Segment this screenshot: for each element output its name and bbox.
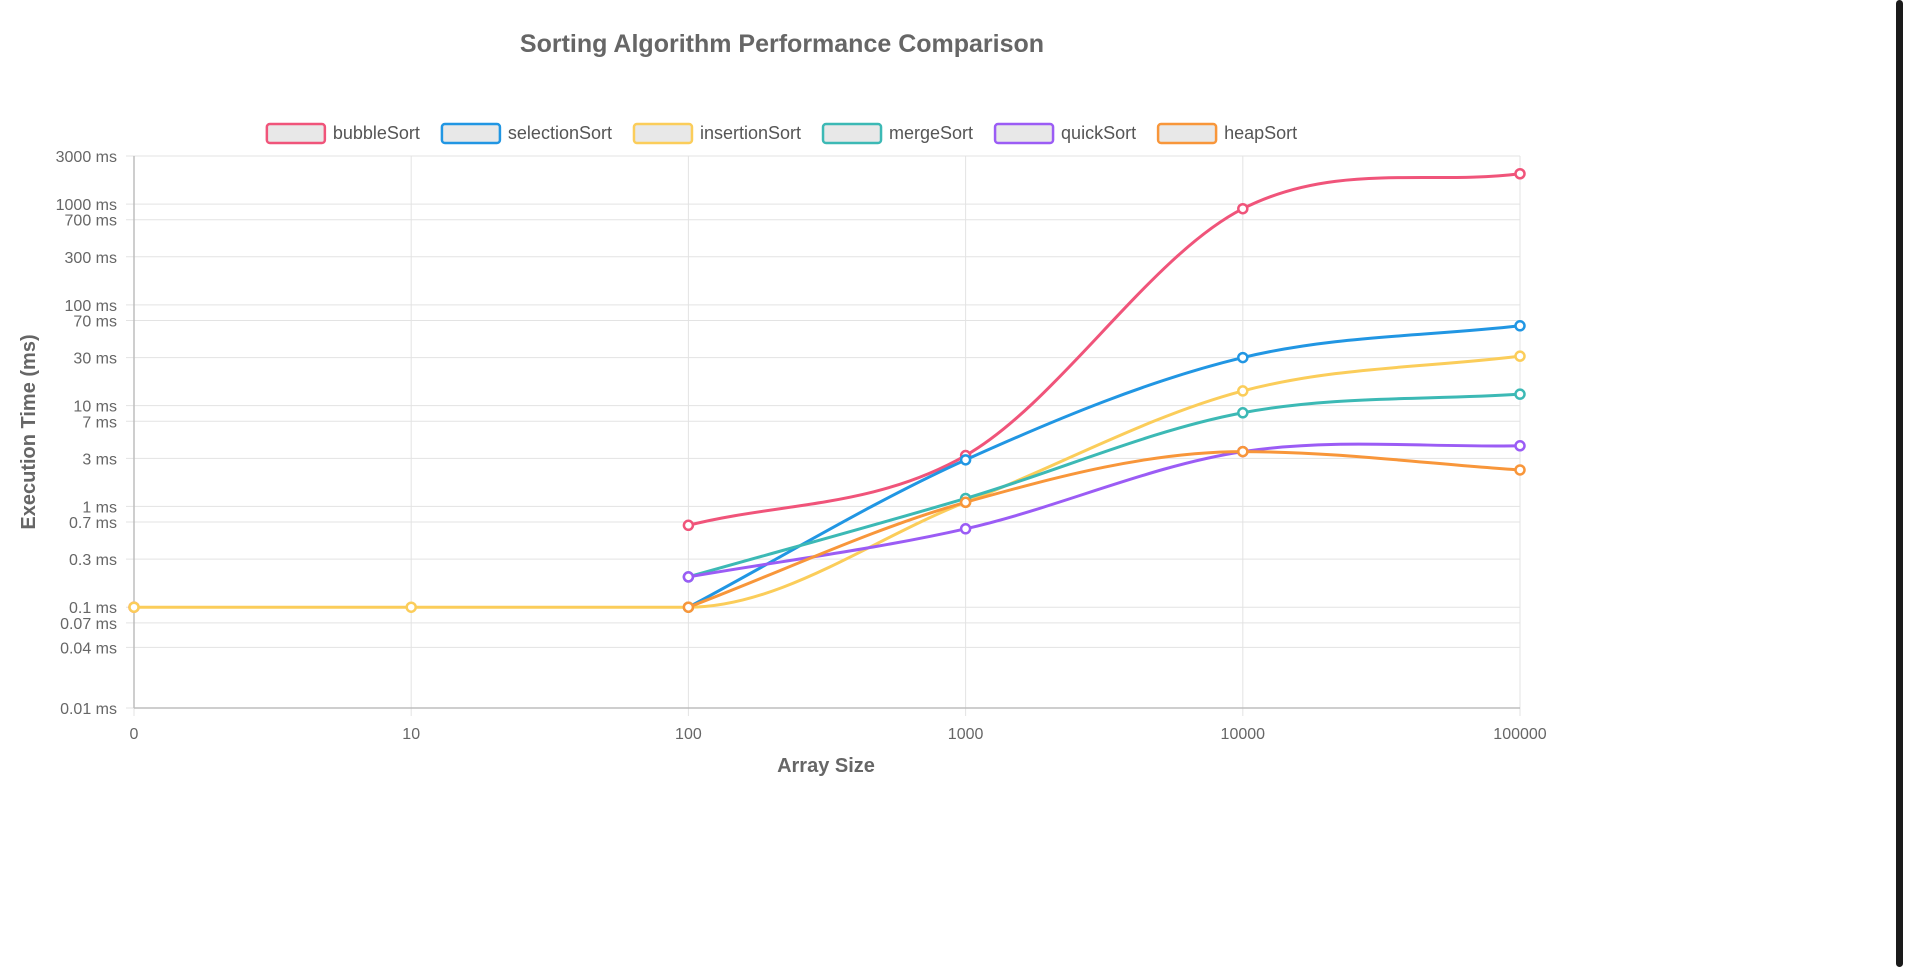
- legend-swatch: [440, 122, 502, 145]
- y-tick-label: 3 ms: [82, 451, 117, 468]
- x-tick-label: 0: [130, 726, 139, 743]
- x-tick-label: 100: [675, 726, 702, 743]
- legend-swatch: [993, 122, 1055, 145]
- data-point: [1514, 440, 1526, 452]
- series-line: [688, 442, 1521, 579]
- y-tick-label: 0.01 ms: [60, 701, 117, 718]
- x-tick-label: 10: [402, 726, 420, 743]
- y-tick-label: 0.04 ms: [60, 640, 117, 657]
- legend: bubbleSort selectionSort insertionSort merg…: [265, 122, 1297, 145]
- data-point: [405, 601, 417, 613]
- legend-swatch: [632, 122, 694, 145]
- y-tick-label: 3000 ms: [56, 149, 117, 166]
- x-tick-label: 100000: [1493, 726, 1546, 743]
- y-tick-label: 300 ms: [65, 250, 117, 267]
- series-line: [134, 354, 1521, 609]
- x-axis-tick-labels: 0 10 100 1000 10000 100000: [130, 726, 1547, 743]
- data-point: [1514, 464, 1526, 476]
- series-line: [688, 172, 1521, 527]
- scrollbar-thumb[interactable]: [1896, 0, 1903, 967]
- data-point: [1514, 320, 1526, 332]
- y-tick-label: 10 ms: [73, 399, 117, 416]
- y-tick-label: 1 ms: [82, 499, 117, 516]
- y-tick-label: 70 ms: [73, 313, 117, 330]
- data-point: [1237, 202, 1249, 215]
- series-quickSort: [682, 440, 1526, 583]
- x-tick-label: 10000: [1221, 726, 1266, 743]
- legend-label: mergeSort: [889, 123, 973, 143]
- y-axis-tick-labels: 0.01 ms0.04 ms0.07 ms0.1 ms0.3 ms0.7 ms1…: [56, 149, 117, 718]
- chart-title: Sorting Algorithm Performance Comparison: [520, 30, 1044, 58]
- y-tick-label: 100 ms: [65, 298, 117, 315]
- data-point: [682, 519, 695, 532]
- y-tick-label: 0.7 ms: [69, 515, 117, 532]
- y-tick-label: 0.3 ms: [69, 552, 117, 569]
- y-gridlines: [126, 155, 1520, 709]
- data-point: [1514, 388, 1526, 400]
- legend-item: selectionSort: [440, 122, 612, 145]
- data-point: [1237, 445, 1249, 458]
- x-axis-label: Array Size: [777, 755, 875, 777]
- data-point: [1237, 351, 1249, 364]
- y-axis-label: Execution Time (ms): [18, 334, 40, 529]
- series-line: [687, 450, 1521, 609]
- series-heapSort: [682, 445, 1526, 613]
- data-point: [959, 496, 972, 509]
- y-tick-label: 0.07 ms: [60, 616, 117, 633]
- data-point: [1237, 407, 1249, 419]
- legend-item: quickSort: [993, 122, 1136, 145]
- legend-swatch: [821, 122, 883, 145]
- x-gridlines: [133, 156, 1521, 716]
- x-tick-label: 1000: [948, 726, 984, 743]
- data-point: [682, 571, 695, 583]
- legend-label: heapSort: [1224, 123, 1297, 143]
- data-point: [959, 523, 972, 535]
- y-tick-label: 1000 ms: [56, 197, 117, 214]
- data-point: [682, 601, 695, 613]
- chart: Sorting Algorithm Performance Comparison…: [18, 30, 1547, 777]
- y-tick-label: 700 ms: [65, 213, 117, 230]
- series-line: [687, 324, 1521, 609]
- data-point: [959, 454, 972, 466]
- chart-svg: Sorting Algorithm Performance Comparison…: [18, 30, 1547, 777]
- series-line: [687, 392, 1521, 579]
- data-point: [1514, 167, 1526, 180]
- legend-label: selectionSort: [508, 123, 612, 143]
- y-tick-label: 7 ms: [82, 414, 117, 431]
- series-layer: [128, 167, 1526, 613]
- data-point: [1237, 385, 1249, 397]
- series-insertionSort: [128, 350, 1526, 613]
- y-tick-label: 0.1 ms: [69, 600, 117, 617]
- legend-swatch: [1156, 122, 1218, 145]
- series-bubbleSort: [128, 167, 1526, 613]
- legend-item: bubbleSort: [265, 122, 420, 145]
- series-mergeSort: [682, 388, 1526, 583]
- legend-label: bubbleSort: [333, 123, 420, 143]
- legend-item: heapSort: [1156, 122, 1297, 145]
- data-point: [1514, 350, 1526, 362]
- legend-item: mergeSort: [821, 122, 973, 145]
- legend-item: insertionSort: [632, 122, 801, 145]
- data-point: [128, 601, 140, 613]
- legend-label: quickSort: [1061, 123, 1136, 143]
- y-tick-label: 30 ms: [73, 351, 117, 368]
- legend-swatch: [265, 122, 327, 145]
- legend-label: insertionSort: [700, 123, 801, 143]
